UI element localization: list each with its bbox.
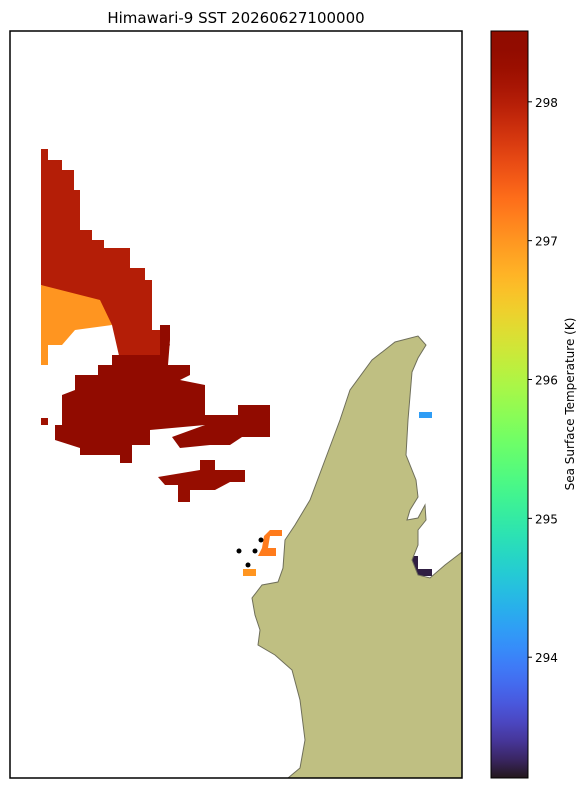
colorbar-tick-label: 298: [535, 96, 558, 110]
point: [245, 562, 251, 568]
colorbar-tick-label: 296: [535, 374, 558, 388]
point: [258, 537, 264, 543]
sst-cell: [243, 569, 256, 576]
observation-points: [236, 537, 264, 568]
chart-title: Himawari-9 SST 20260627100000: [107, 9, 364, 27]
sst-cell: [158, 460, 245, 502]
sst-layer: [41, 149, 432, 576]
colorbar: [490, 30, 529, 779]
land: [251, 335, 463, 779]
sst-cell: [419, 412, 432, 418]
colorbar-tick-label: 294: [535, 651, 558, 665]
sst-cell: [41, 285, 112, 365]
point: [252, 548, 258, 554]
sst-cell: [172, 405, 270, 448]
point: [236, 548, 242, 554]
sst-cell: [258, 530, 282, 556]
colorbar-tick-label: 297: [535, 235, 558, 249]
colorbar-tick-label: 295: [535, 512, 558, 526]
sst-cell: [55, 325, 205, 463]
sst-cell: [41, 149, 170, 360]
colorbar-label: Sea Surface Temperature (K): [563, 318, 577, 491]
colorbar-ticks: 294 295 296 297 298: [528, 96, 558, 665]
sst-cell: [41, 418, 48, 425]
map-frame: [9, 30, 463, 779]
